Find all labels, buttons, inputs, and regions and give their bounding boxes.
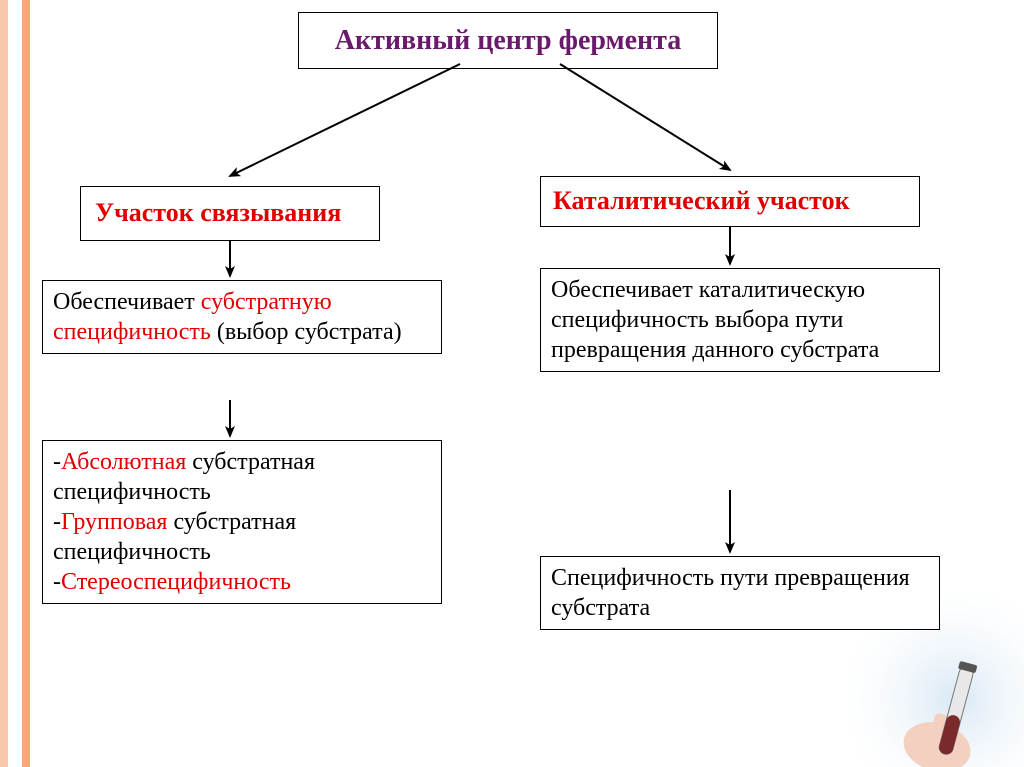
right-desc-text: Обеспечивает каталитическую специфичност…: [551, 277, 879, 363]
left-spec-box: -Абсолютная субстратная специфичность -Г…: [42, 440, 442, 604]
spec-item-3-red: Стереоспецифичность: [61, 569, 291, 595]
left-desc-box: Обеспечивает субстратную специфичность (…: [42, 280, 442, 354]
title-box: Активный центр фермента: [298, 12, 718, 69]
spec-item-2-red: Групповая: [61, 509, 167, 535]
left-heading-text: Участок связывания: [95, 198, 341, 227]
right-heading-text: Каталитический участок: [553, 186, 850, 215]
left-desc-suffix: (выбор субстрата): [211, 319, 402, 345]
spec-item-3: -Стереоспецифичность: [53, 567, 431, 597]
right-heading-box: Каталитический участок: [540, 176, 920, 227]
right-desc-box: Обеспечивает каталитическую специфичност…: [540, 268, 940, 372]
spec-item-2: -Групповая субстратная специфичность: [53, 507, 431, 567]
bg-strip-2: [22, 0, 30, 767]
arrows-layer: [0, 0, 1024, 767]
arrow: [230, 64, 460, 176]
right-spec-text: Специфичность пути превращения субстрата: [551, 565, 910, 621]
right-spec-box: Специфичность пути превращения субстрата: [540, 556, 940, 630]
spec-item-1-red: Абсолютная: [61, 449, 186, 475]
title-text: Активный центр фермента: [335, 25, 682, 56]
left-desc-prefix: Обеспечивает: [53, 289, 201, 315]
arrow: [560, 64, 730, 170]
bg-strip-1: [0, 0, 8, 767]
spec-item-1: -Абсолютная субстратная специфичность: [53, 447, 431, 507]
left-heading-box: Участок связывания: [80, 186, 380, 241]
